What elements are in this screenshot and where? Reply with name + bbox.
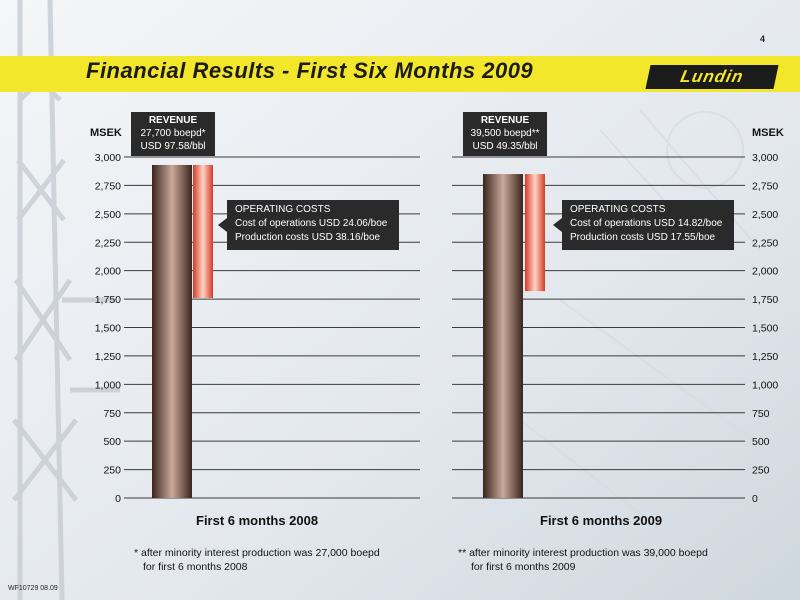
y-tick-label: 1,500 [95, 323, 121, 335]
y-tick-label: 2,250 [752, 237, 778, 249]
y-tick-label: 500 [752, 436, 770, 448]
cost-callout-pointer-2008 [218, 218, 227, 232]
cost-callout-production: Production costs USD 17.55/boe [570, 232, 716, 243]
y-tick-label: 3,000 [95, 152, 121, 164]
y-tick-label: 2,000 [95, 266, 121, 278]
y-tick-label: 750 [103, 408, 121, 420]
y-tick-label: 1,750 [752, 294, 778, 306]
y-tick-label: 2,750 [752, 180, 778, 192]
revenue-callout-title: REVENUE [148, 115, 198, 126]
footnote-2008: * after minority interest production was… [134, 546, 380, 574]
revenue-bar [483, 174, 523, 499]
y-tick-label: 0 [752, 493, 758, 505]
revenue-bar [152, 164, 192, 498]
cost-callout-title: OPERATING COSTS [235, 204, 331, 215]
y-tick-label: 2,500 [95, 209, 121, 221]
y-axis-label-right: MSEK [752, 127, 784, 139]
footnote-line: for first 6 months 2008 [143, 561, 248, 573]
reference-code: WF10729 08.09 [8, 585, 58, 592]
y-tick-label: 1,750 [95, 294, 121, 306]
y-tick-label: 2,500 [752, 209, 778, 221]
revenue-callout-2008: REVENUE 27,700 boepd* USD 97.58/bbl [131, 112, 215, 156]
operating-costs-bar [525, 174, 545, 292]
y-tick-label: 1,000 [752, 379, 778, 391]
footnote-line: * after minority interest production was… [134, 547, 380, 559]
revenue-callout-price: USD 49.35/bbl [472, 141, 538, 152]
footnote-line: for first 6 months 2009 [471, 561, 576, 573]
revenue-callout-2009: REVENUE 39,500 boepd** USD 49.35/bbl [463, 112, 547, 156]
cost-callout-operations: Cost of operations USD 14.82/boe [570, 218, 723, 229]
cost-callout-2009: OPERATING COSTS Cost of operations USD 1… [562, 200, 734, 250]
y-tick-label: 0 [115, 493, 121, 505]
revenue-callout-price: USD 97.58/bbl [140, 141, 206, 152]
y-axis-label-left: MSEK [90, 127, 122, 139]
y-tick-label: 750 [752, 408, 770, 420]
y-tick-label: 3,000 [752, 152, 778, 164]
y-tick-label: 1,250 [95, 351, 121, 363]
period-label-2008: First 6 months 2008 [196, 513, 319, 528]
cost-callout-pointer-2009 [553, 218, 562, 232]
y-tick-label: 1,250 [752, 351, 778, 363]
y-tick-label: 500 [103, 436, 121, 448]
y-tick-label: 2,250 [95, 237, 121, 249]
y-tick-label: 250 [752, 465, 770, 477]
revenue-callout-title: REVENUE [480, 115, 530, 126]
revenue-callout-production: 27,700 boepd* [140, 128, 206, 139]
page-title: Financial Results - First Six Months 200… [86, 58, 534, 83]
cost-callout-2008: OPERATING COSTS Cost of operations USD 2… [227, 200, 399, 250]
y-tick-label: 2,750 [95, 180, 121, 192]
page-number: 4 [760, 34, 766, 44]
period-label-2009: First 6 months 2009 [540, 513, 663, 528]
revenue-callout-production: 39,500 boepd** [470, 128, 540, 139]
y-tick-label: 250 [103, 465, 121, 477]
y-tick-label: 2,000 [752, 266, 778, 278]
cost-callout-title: OPERATING COSTS [570, 204, 666, 215]
footnote-2009: ** after minority interest production wa… [458, 546, 708, 574]
y-tick-label: 1,000 [95, 379, 121, 391]
y-tick-label: 1,500 [752, 323, 778, 335]
cost-callout-operations: Cost of operations USD 24.06/boe [235, 218, 388, 229]
cost-callout-production: Production costs USD 38.16/boe [235, 232, 381, 243]
footnote-line: ** after minority interest production wa… [458, 547, 708, 559]
operating-costs-bar [193, 164, 213, 298]
